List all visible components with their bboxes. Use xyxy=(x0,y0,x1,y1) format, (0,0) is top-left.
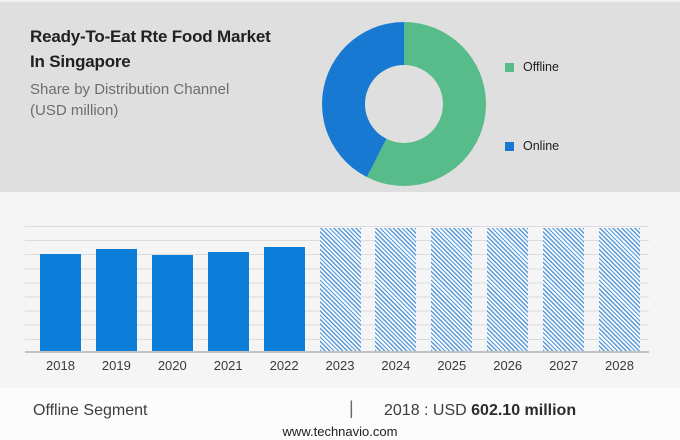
legend-item-online: Online xyxy=(505,139,559,153)
donut-hole xyxy=(365,65,443,143)
bar-2027 xyxy=(543,228,585,351)
bar-2018 xyxy=(40,254,81,351)
x-tick-2021: 2021 xyxy=(213,358,243,373)
x-tick-2022: 2022 xyxy=(269,358,299,373)
footer-value-bold: 602.10 million xyxy=(471,402,577,419)
legend-label-online: Online xyxy=(523,139,560,153)
bar-2021 xyxy=(207,252,249,351)
title-line-1: Ready-To-Eat Rte Food Market xyxy=(30,27,271,46)
footer-separator: | xyxy=(349,398,354,418)
legend-item-offline: Offline xyxy=(505,60,559,74)
bar-2020 xyxy=(151,255,193,351)
bar-2024 xyxy=(375,228,417,351)
bar-2026 xyxy=(487,228,529,351)
donut-chart xyxy=(322,22,486,186)
subtitle-line-2: (USD million) xyxy=(30,102,119,119)
title-line-2: In Singapore xyxy=(30,52,131,71)
legend-label-offline: Offline xyxy=(523,60,559,74)
offline-swatch-icon xyxy=(505,62,514,72)
page-title: Ready-To-Eat Rte Food Market In Singapor… xyxy=(30,24,315,74)
bar-2023 xyxy=(319,228,361,351)
segment-label: Offline Segment xyxy=(33,402,148,419)
bar-2028 xyxy=(599,228,640,351)
footer-section: Offline Segment | 2018 : USD 602.10 mill… xyxy=(0,388,680,440)
x-tick-2026: 2026 xyxy=(493,358,523,373)
x-axis-labels: 2018 2019 2020 2021 2022 2023 2024 2025 2026 2027… xyxy=(25,358,649,374)
x-tick-2027: 2027 xyxy=(549,358,579,373)
x-tick-2020: 2020 xyxy=(157,358,187,373)
online-swatch-icon xyxy=(505,141,514,151)
header-section: Ready-To-Eat Rte Food Market In Singapor… xyxy=(0,0,680,192)
page-subtitle: Share by Distribution Channel (USD milli… xyxy=(30,79,315,121)
subtitle-line-1: Share by Distribution Channel xyxy=(30,81,230,98)
bar-2019 xyxy=(95,249,137,351)
x-tick-2028: 2028 xyxy=(605,358,634,373)
x-tick-2025: 2025 xyxy=(437,358,467,373)
bar-2022 xyxy=(263,247,305,351)
x-tick-2018: 2018 xyxy=(46,358,75,373)
x-tick-2023: 2023 xyxy=(325,358,355,373)
plot-area xyxy=(25,226,649,353)
footer-value: 2018 : USD 602.10 million xyxy=(384,402,576,420)
website-url: www.technavio.com xyxy=(282,424,398,439)
footer-value-prefix: 2018 : USD xyxy=(384,402,472,419)
bar-2025 xyxy=(431,228,473,351)
x-tick-2024: 2024 xyxy=(381,358,411,373)
x-tick-2019: 2019 xyxy=(101,358,131,373)
